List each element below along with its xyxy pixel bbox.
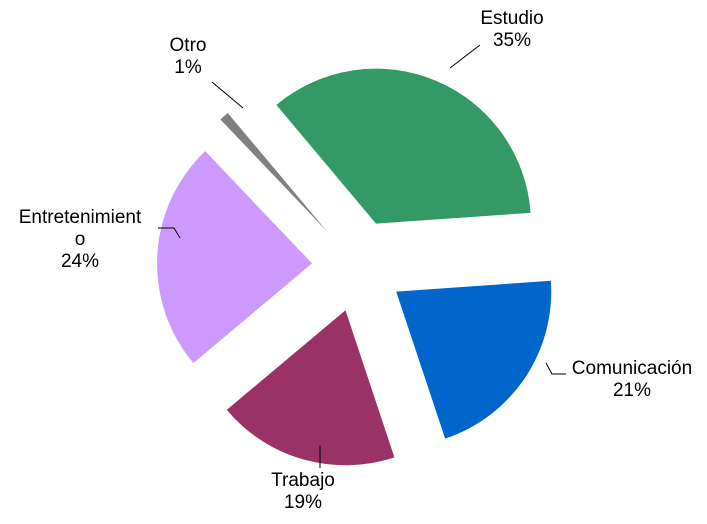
leader-line <box>211 81 244 109</box>
pie-slice <box>157 151 313 364</box>
leader-line <box>545 362 566 375</box>
category-label: Otro <box>169 35 207 56</box>
slice-label: Estudio 35% <box>480 8 543 52</box>
category-label: Trabajo <box>271 470 335 491</box>
slice-label: Otro 1% <box>170 35 207 79</box>
pie-slice <box>276 68 531 224</box>
slice-label: Comunicación 21% <box>572 358 692 402</box>
value-label: 21% <box>612 380 652 401</box>
slice-label: Trabajo 19% <box>271 470 335 514</box>
slices <box>157 68 552 466</box>
value-label: 35% <box>492 30 532 51</box>
pie-slice <box>396 280 552 439</box>
pie-slice <box>226 310 395 466</box>
category-label: Entretenimiento <box>18 207 142 250</box>
value-label: 1% <box>174 57 202 78</box>
leader-line <box>158 227 181 239</box>
leader-line <box>449 44 481 69</box>
pie-slice <box>220 112 328 232</box>
slice-label: Entretenimiento 24% <box>14 207 146 273</box>
value-label: 24% <box>60 251 100 272</box>
category-label: Estudio <box>480 8 544 29</box>
category-label: Comunicación <box>571 358 693 379</box>
value-label: 19% <box>283 492 323 513</box>
